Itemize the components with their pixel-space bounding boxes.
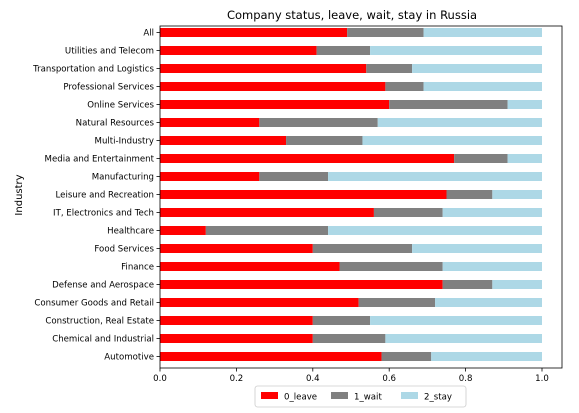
x-tick-group: 0.0 0.2 0.4 0.6 0.8 1.0 [153, 368, 549, 384]
bar-segment-0_leave [160, 46, 317, 55]
bar-segment-2_stay [328, 226, 542, 235]
y-axis-label: Industry [14, 174, 25, 215]
legend-swatch-2_stay [401, 392, 418, 399]
bar-segment-1_wait [312, 244, 413, 253]
y-tick-label: Transportation and Logistics [32, 65, 154, 75]
bar-segment-1_wait [312, 334, 386, 343]
bar-segment-1_wait [373, 208, 443, 217]
y-tick-group: All Utilities and Telecom Transportation a… [32, 29, 160, 363]
y-tick-label: Online Services [87, 101, 154, 111]
bar-segment-0_leave [160, 118, 260, 127]
bar-segment-1_wait [358, 298, 436, 307]
y-tick-label: Healthcare [107, 227, 154, 237]
y-tick-label: Chemical and Industrial [52, 335, 154, 345]
bar-segment-1_wait [389, 100, 508, 109]
bar-segment-2_stay [412, 64, 542, 73]
bar-segment-0_leave [160, 208, 374, 217]
legend-swatch-1_wait [331, 392, 348, 399]
legend: 0_leave 1_wait 2_stay [254, 385, 467, 408]
legend-label-2_stay: 2_stay [424, 393, 452, 403]
bar-segment-2_stay [370, 46, 542, 55]
bar-segment-1_wait [259, 118, 378, 127]
bar-segment-2_stay [362, 136, 542, 145]
y-tick-label: Automotive [104, 353, 154, 363]
bar-segment-1_wait [259, 172, 329, 181]
bar-segment-0_leave [160, 172, 260, 181]
y-tick-label: Defense and Aerospace [52, 281, 154, 291]
bar-segment-2_stay [328, 172, 542, 181]
bar-segment-2_stay [423, 28, 542, 37]
bar-segment-1_wait [339, 262, 443, 271]
y-tick-label: Natural Resources [76, 119, 155, 129]
y-tick-label: Media and Entertainment [45, 155, 155, 165]
bar-segment-2_stay [435, 298, 542, 307]
y-tick-label: Consumer Goods and Retail [34, 299, 154, 309]
bar-segment-1_wait [454, 154, 508, 163]
bar-segment-0_leave [160, 82, 386, 91]
bar-segment-2_stay [507, 154, 542, 163]
bar-segment-0_leave [160, 352, 382, 361]
bar-segment-2_stay [377, 118, 542, 127]
y-tick-label: Utilities and Telecom [65, 47, 154, 57]
x-tick-label: 0.4 [306, 374, 320, 384]
bar-segment-0_leave [160, 28, 348, 37]
bar-segment-2_stay [423, 82, 542, 91]
x-tick-label: 0.8 [459, 374, 473, 384]
plot-frame [159, 25, 563, 369]
legend-label-1_wait: 1_wait [354, 393, 382, 403]
legend-box [254, 385, 467, 408]
bar-segment-1_wait [381, 352, 432, 361]
y-tick-label: Professional Services [63, 83, 154, 93]
y-tick-label: Finance [121, 263, 154, 273]
bars-group [160, 28, 542, 361]
bar-segment-0_leave [160, 136, 287, 145]
bar-segment-0_leave [160, 316, 313, 325]
y-tick-label: Leisure and Recreation [56, 191, 154, 201]
y-tick-label: Manufacturing [92, 173, 154, 183]
legend-swatch-0_leave [261, 392, 278, 399]
bar-segment-1_wait [366, 64, 413, 73]
bar-segment-2_stay [412, 244, 542, 253]
bar-segment-1_wait [312, 316, 371, 325]
y-tick-label: All [143, 29, 154, 39]
y-tick-label: Multi-Industry [95, 137, 154, 147]
bar-segment-0_leave [160, 190, 447, 199]
bar-segment-1_wait [385, 82, 424, 91]
bar-segment-0_leave [160, 154, 455, 163]
x-tick-label: 0.0 [153, 374, 167, 384]
y-tick-label: Food Services [94, 245, 154, 255]
bar-segment-2_stay [507, 100, 542, 109]
bar-segment-0_leave [160, 64, 367, 73]
bar-segment-0_leave [160, 100, 390, 109]
x-tick-label: 1.0 [535, 374, 549, 384]
bar-segment-1_wait [286, 136, 363, 145]
x-tick-label: 0.6 [382, 374, 396, 384]
bar-segment-2_stay [442, 262, 542, 271]
x-tick-label: 0.2 [230, 374, 244, 384]
bar-segment-0_leave [160, 226, 206, 235]
bar-segment-0_leave [160, 244, 313, 253]
chart-title: Company status, leave, wait, stay in Rus… [227, 8, 477, 22]
bar-segment-2_stay [385, 334, 542, 343]
bar-segment-1_wait [205, 226, 329, 235]
bar-segment-0_leave [160, 334, 313, 343]
bar-segment-1_wait [446, 190, 493, 199]
y-tick-label: Construction, Real Estate [45, 317, 154, 327]
y-tick-label: IT, Electronics and Tech [53, 209, 154, 219]
legend-label-0_leave: 0_leave [284, 393, 317, 403]
bar-segment-0_leave [160, 280, 443, 289]
bar-segment-2_stay [492, 280, 542, 289]
bar-segment-2_stay [370, 316, 542, 325]
bar-segment-0_leave [160, 298, 359, 307]
bar-segment-1_wait [347, 28, 424, 37]
bar-segment-2_stay [431, 352, 542, 361]
bar-segment-0_leave [160, 262, 340, 271]
bar-segment-2_stay [442, 208, 542, 217]
bar-segment-2_stay [492, 190, 542, 199]
bar-segment-1_wait [316, 46, 371, 55]
bar-segment-1_wait [442, 280, 493, 289]
